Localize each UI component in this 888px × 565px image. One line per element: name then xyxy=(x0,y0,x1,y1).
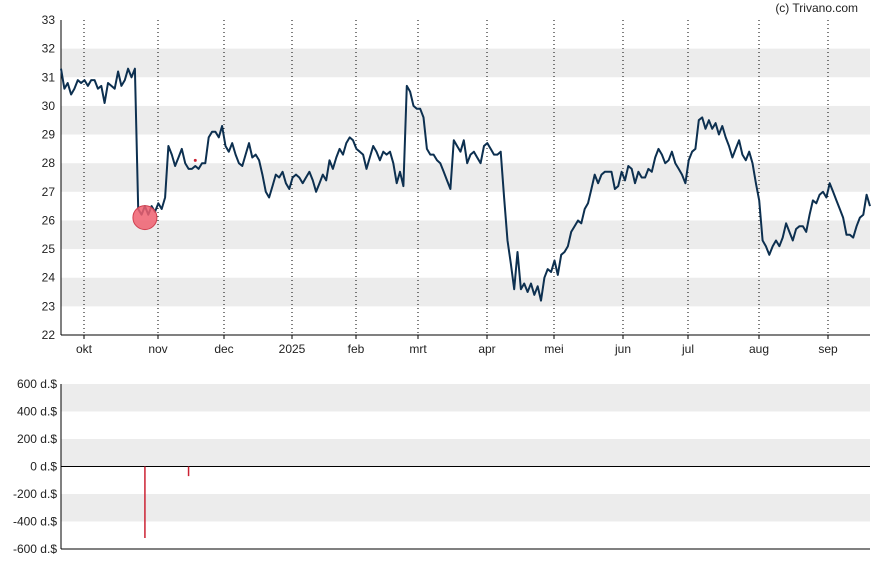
volume-y-tick-label: 0 d.$ xyxy=(30,460,57,474)
price-band xyxy=(61,220,870,250)
volume-band xyxy=(61,384,870,412)
price-y-tick-label: 32 xyxy=(42,42,56,56)
price-y-tick-label: 31 xyxy=(42,70,56,84)
month-label: dec xyxy=(214,342,233,356)
price-y-tick-label: 27 xyxy=(42,185,56,199)
price-y-tick-label: 23 xyxy=(42,299,56,313)
price-band xyxy=(61,105,870,135)
price-y-tick-label: 24 xyxy=(42,271,56,285)
price-y-tick-label: 28 xyxy=(42,156,56,170)
price-band xyxy=(61,48,870,78)
price-y-tick-label: 30 xyxy=(42,99,56,113)
volume-y-tick-label: 200 d.$ xyxy=(17,432,57,446)
month-label: mrt xyxy=(409,342,427,356)
volume-y-tick-label: 600 d.$ xyxy=(17,377,57,391)
month-label: jun xyxy=(614,342,631,356)
copyright-text: (c) Trivano.com xyxy=(775,1,858,15)
price-band xyxy=(61,277,870,307)
price-y-tick-label: 22 xyxy=(42,328,56,342)
volume-y-tick-label: 400 d.$ xyxy=(17,405,57,419)
month-label: sep xyxy=(818,342,838,356)
month-label: nov xyxy=(148,342,167,356)
volume-y-tick-label: -600 d.$ xyxy=(13,542,57,556)
event-marker xyxy=(132,205,158,231)
month-label: feb xyxy=(348,342,365,356)
price-y-tick-label: 25 xyxy=(42,242,56,256)
event-dot xyxy=(193,158,197,162)
price-y-tick-label: 29 xyxy=(42,128,56,142)
month-label: okt xyxy=(76,342,93,356)
price-band xyxy=(61,163,870,192)
price-y-tick-label: 33 xyxy=(42,13,56,27)
month-label: mei xyxy=(544,342,563,356)
volume-band xyxy=(61,494,870,522)
month-label: apr xyxy=(478,342,495,356)
month-label: aug xyxy=(749,342,769,356)
month-label: 2025 xyxy=(279,342,306,356)
price-y-tick-label: 26 xyxy=(42,213,56,227)
month-label: jul xyxy=(681,342,694,356)
volume-band xyxy=(61,439,870,467)
volume-y-tick-label: -200 d.$ xyxy=(13,487,57,501)
price-line xyxy=(60,67,871,302)
volume-y-tick-label: -400 d.$ xyxy=(13,515,57,529)
